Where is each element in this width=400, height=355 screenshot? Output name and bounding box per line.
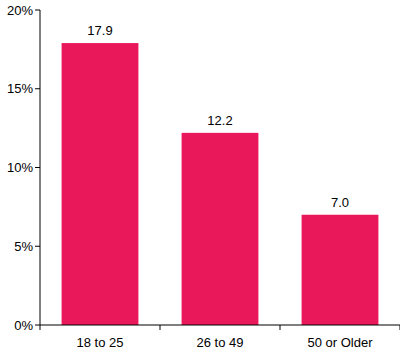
bar [182,133,259,325]
y-tick [35,10,40,11]
data-label: 12.2 [207,113,232,128]
chart-container: 17.9 12.2 7.0 0% 5% 10% 15% 20% 18 to 25 26 to 49… [0,0,400,355]
x-axis-line [40,325,400,326]
data-label: 17.9 [87,23,112,38]
chart-svg: 17.9 12.2 7.0 0% 5% 10% 15% 20% 18 to 25 26 to 49… [0,0,400,355]
y-tick-label: 20% [7,3,33,18]
x-tick [160,325,161,330]
x-tick [40,325,41,330]
y-tick-label: 0% [14,318,33,333]
y-tick [35,88,40,89]
x-tick-label: 50 or Older [307,335,373,350]
y-tick-label: 5% [14,239,33,254]
bars [62,43,379,325]
bar [62,43,139,325]
x-tick-label: 26 to 49 [197,335,244,350]
x-tick-label: 18 to 25 [77,335,124,350]
y-tick [35,167,40,168]
data-label: 7.0 [331,195,349,210]
y-tick [35,246,40,247]
y-tick-label: 10% [7,160,33,175]
y-tick-label: 15% [7,81,33,96]
y-tick [35,325,40,326]
x-tick [280,325,281,330]
bar [302,215,379,325]
